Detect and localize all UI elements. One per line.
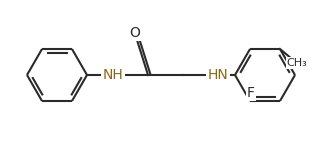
Text: HN: HN <box>208 68 228 82</box>
Text: F: F <box>247 86 255 100</box>
Text: CH₃: CH₃ <box>287 58 307 68</box>
Text: NH: NH <box>103 68 123 82</box>
Text: O: O <box>129 26 140 40</box>
